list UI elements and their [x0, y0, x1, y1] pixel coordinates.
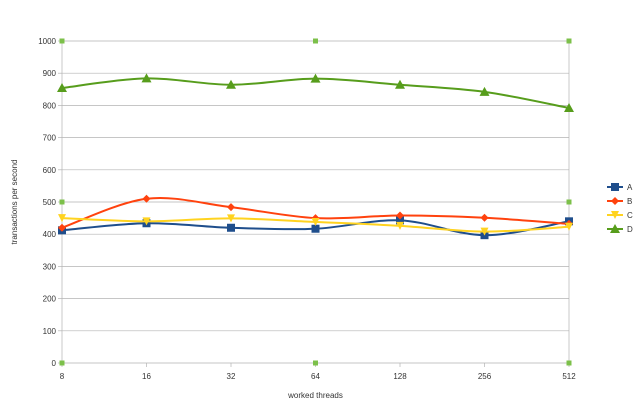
legend-label-a: A	[627, 183, 633, 192]
x-tick-label: 256	[478, 372, 492, 381]
y-tick-label: 200	[43, 295, 57, 304]
x-tick-label: 64	[311, 372, 320, 381]
y-tick-label: 0	[52, 359, 57, 368]
corner-marker	[59, 199, 65, 205]
legend-item-a: A	[607, 183, 633, 192]
series-b-point	[142, 194, 151, 203]
y-tick-label: 700	[43, 134, 57, 143]
series-c-point	[396, 221, 404, 230]
series-c-point	[58, 214, 66, 223]
tick-labels: 0 100 200 300 400 500 600 700 800 900 1000 8 16 32 64 1…	[38, 37, 576, 381]
y-tick-label: 100	[43, 327, 57, 336]
series-d-point	[226, 79, 236, 89]
corner-marker	[313, 360, 318, 366]
x-tick-label: 8	[60, 372, 65, 381]
series-group	[57, 73, 574, 240]
series-c-point	[480, 227, 489, 236]
corner-marker	[59, 360, 65, 366]
series-c	[58, 214, 573, 236]
series-d-point	[57, 83, 67, 93]
y-tick-label: 600	[43, 166, 57, 175]
series-c-point	[142, 217, 151, 226]
series-b-point	[396, 211, 404, 220]
corner-marker	[59, 38, 65, 44]
legend-marker-b	[611, 197, 619, 205]
x-tick-label: 16	[142, 372, 151, 381]
legend-label-d: D	[627, 225, 633, 234]
corner-marker	[566, 199, 572, 205]
series-d-point	[310, 73, 321, 83]
gridlines	[62, 40, 569, 364]
legend-marker-a	[611, 183, 619, 191]
series-b-point	[58, 223, 66, 232]
corner-marker	[566, 38, 572, 44]
series-c-point	[227, 214, 235, 223]
y-tick-label: 400	[43, 230, 57, 239]
x-axis-label: worked threads	[287, 391, 343, 400]
x-tick-label: 512	[562, 372, 576, 381]
corner-markers	[59, 38, 572, 366]
legend-item-d: D	[607, 224, 633, 234]
y-tick-label: 1000	[38, 37, 56, 46]
legend-marker-d	[610, 224, 620, 233]
series-d-point	[395, 79, 405, 89]
series-d-point	[564, 102, 574, 112]
series-d	[57, 73, 574, 112]
series-c-point	[311, 217, 320, 226]
series-a-point	[396, 216, 404, 225]
series-c-point	[565, 222, 573, 231]
axes	[58, 40, 570, 367]
corner-marker	[313, 38, 318, 44]
corner-marker	[566, 360, 572, 366]
x-tick-label: 32	[227, 372, 236, 381]
series-d-point	[479, 86, 490, 96]
y-tick-label: 300	[43, 262, 57, 271]
legend-marker-c	[611, 211, 619, 219]
y-tick-label: 900	[43, 69, 57, 78]
x-tick-label: 128	[393, 372, 407, 381]
series-d-point	[141, 73, 152, 83]
legend-label-c: C	[627, 211, 633, 220]
series-b-point	[227, 203, 235, 212]
series-a-point	[311, 224, 320, 233]
legend-label-b: B	[627, 197, 632, 206]
y-axis-label: transactions per second	[10, 160, 19, 245]
series-a-point	[227, 223, 235, 232]
legend-item-b: B	[607, 197, 632, 206]
legend-item-c: C	[607, 211, 633, 220]
series-b-point	[480, 213, 489, 222]
y-tick-label: 800	[43, 101, 57, 110]
series-d-line	[61, 77, 570, 109]
y-tick-label: 500	[43, 198, 57, 207]
